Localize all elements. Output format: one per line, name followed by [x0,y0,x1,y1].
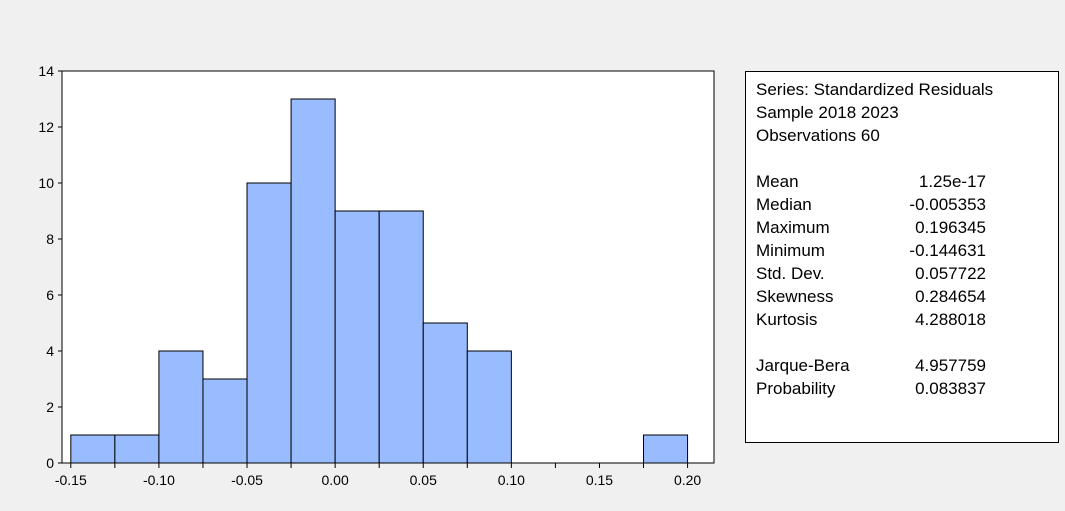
spacer [756,147,1058,170]
y-tick-label: 10 [38,175,54,191]
statistics-panel: Series: Standardized Residuals Sample 20… [745,71,1059,443]
stat-label: Minimum [756,241,825,260]
histogram-bar [246,182,292,464]
y-tick-label: 12 [38,119,54,135]
stat-value: -0.005353 [909,195,986,214]
histogram-bar [466,350,512,464]
series-name: Series: Standardized Residuals [756,80,994,99]
x-axis: -0.15 -0.10 -0.05 0.00 0.05 0.10 0.15 0.20 [55,463,701,488]
stat-value: 0.057722 [915,264,986,283]
y-tick-label: 14 [38,63,54,79]
y-tick-label: 2 [46,399,54,415]
stat-label: Jarque-Bera [756,356,850,375]
histogram-bar [202,378,248,464]
histogram-bar [290,98,336,464]
stat-row-jarque-bera: Jarque-Bera 4.957759 [756,354,1058,377]
stat-value: 4.957759 [915,356,986,375]
y-tick-label: 6 [46,287,54,303]
stat-row-skewness: Skewness 0.284654 [756,285,1058,308]
x-tick-label: -0.15 [55,472,87,488]
spacer [756,331,1058,354]
y-axis: 0 2 4 6 8 10 12 14 [38,63,62,471]
sample-range: Sample 2018 2023 [756,103,899,122]
stat-label: Std. Dev. [756,264,825,283]
x-tick-label: -0.10 [143,472,175,488]
x-tick-label: -0.05 [231,472,263,488]
stat-row-maximum: Maximum 0.196345 [756,216,1058,239]
stat-row-mean: Mean 1.25e-17 [756,170,1058,193]
histogram-bar [643,434,689,464]
stat-row-median: Median -0.005353 [756,193,1058,216]
x-tick-label: 0.00 [322,472,349,488]
stat-label: Probability [756,379,836,398]
x-tick-label: 0.05 [410,472,437,488]
stat-value: -0.144631 [909,241,986,260]
bars-group [70,98,689,464]
y-tick-label: 4 [46,343,54,359]
stat-label: Mean [756,172,799,191]
histogram-bar [378,210,424,464]
stat-row-probability: Probability 0.083837 [756,377,1058,400]
stat-value: 4.288018 [915,310,986,329]
x-tick-label: 0.10 [498,472,525,488]
histogram-bar [158,350,204,464]
stat-row-std-dev: Std. Dev. 0.057722 [756,262,1058,285]
stat-label: Maximum [756,218,830,237]
histogram-bar [70,434,116,464]
stat-row-minimum: Minimum -0.144631 [756,239,1058,262]
stat-row-kurtosis: Kurtosis 4.288018 [756,308,1058,331]
y-tick-label: 0 [46,455,54,471]
x-tick-label: 0.20 [674,472,701,488]
stat-value: 0.196345 [915,218,986,237]
y-tick-label: 8 [46,231,54,247]
stat-value: 0.284654 [915,287,986,306]
stat-value: 1.25e-17 [918,172,986,191]
histogram-bar [114,434,160,464]
stat-label: Kurtosis [756,310,818,329]
stat-value: 0.083837 [915,379,986,398]
x-tick-label: 0.15 [586,472,613,488]
stat-label: Skewness [756,287,834,306]
observations-count: Observations 60 [756,126,880,145]
stat-label: Median [756,195,812,214]
histogram-bar [334,210,380,464]
histogram-bar [422,322,468,464]
